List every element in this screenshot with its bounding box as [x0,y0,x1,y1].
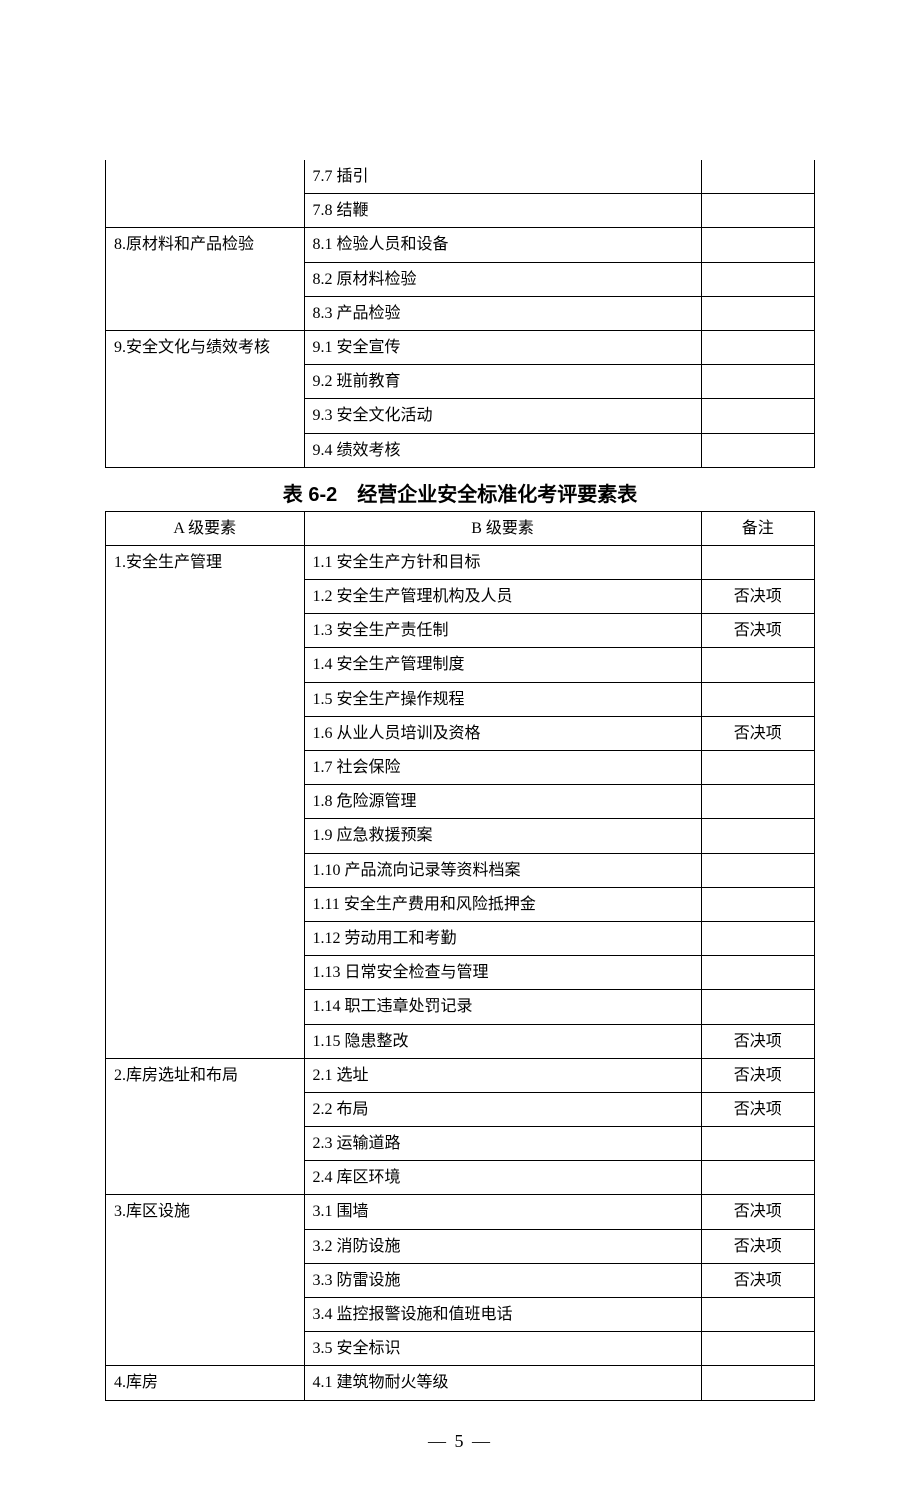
cell-c [701,399,814,433]
cell-b: 1.8 危险源管理 [304,785,701,819]
cell-c: 否决项 [701,1024,814,1058]
cell-b: 2.4 库区环境 [304,1161,701,1195]
cell-c [701,887,814,921]
cell-c: 否决项 [701,614,814,648]
cell-c [701,160,814,194]
cell-b: 1.15 隐患整改 [304,1024,701,1058]
table-row: 9.安全文化与绩效考核9.1 安全宣传 [106,330,815,364]
cell-b: 9.2 班前教育 [304,365,701,399]
cell-c: 否决项 [701,1263,814,1297]
table-2-title: 表 6-2 经营企业安全标准化考评要素表 [105,478,815,507]
cell-a [106,160,305,228]
cell-c [701,365,814,399]
cell-b: 3.4 监控报警设施和值班电话 [304,1298,701,1332]
table-1-continuation: 7.7 插引7.8 结鞭8.原材料和产品检验8.1 检验人员和设备8.2 原材料… [105,160,815,468]
cell-b: 8.1 检验人员和设备 [304,228,701,262]
table-header-row: A 级要素 B 级要素 备注 [106,511,815,545]
cell-a: 8.原材料和产品检验 [106,228,305,331]
cell-b: 1.5 安全生产操作规程 [304,682,701,716]
cell-c: 否决项 [701,1058,814,1092]
cell-b: 1.6 从业人员培训及资格 [304,716,701,750]
cell-c [701,1298,814,1332]
cell-b: 3.3 防雷设施 [304,1263,701,1297]
cell-b: 3.1 围墙 [304,1195,701,1229]
table-row: 1.安全生产管理1.1 安全生产方针和目标 [106,545,815,579]
cell-b: 7.8 结鞭 [304,194,701,228]
cell-c [701,819,814,853]
cell-b: 1.9 应急救援预案 [304,819,701,853]
cell-c [701,228,814,262]
cell-b: 8.3 产品检验 [304,296,701,330]
page-number: — 5 — [105,1431,815,1452]
cell-c [701,262,814,296]
table-row: 7.7 插引 [106,160,815,194]
cell-b: 7.7 插引 [304,160,701,194]
cell-a: 3.库区设施 [106,1195,305,1366]
cell-b: 1.1 安全生产方针和目标 [304,545,701,579]
cell-c [701,296,814,330]
cell-b: 1.12 劳动用工和考勤 [304,921,701,955]
cell-c: 否决项 [701,1092,814,1126]
cell-b: 8.2 原材料检验 [304,262,701,296]
table-row: 2.库房选址和布局2.1 选址否决项 [106,1058,815,1092]
cell-b: 2.3 运输道路 [304,1127,701,1161]
cell-b: 1.4 安全生产管理制度 [304,648,701,682]
cell-b: 2.2 布局 [304,1092,701,1126]
table-row: 3.库区设施3.1 围墙否决项 [106,1195,815,1229]
cell-c: 否决项 [701,1229,814,1263]
cell-c: 否决项 [701,1195,814,1229]
cell-b: 9.4 绩效考核 [304,433,701,467]
header-c: 备注 [701,511,814,545]
cell-a: 2.库房选址和布局 [106,1058,305,1195]
cell-b: 1.11 安全生产费用和风险抵押金 [304,887,701,921]
cell-a: 4.库房 [106,1366,305,1400]
cell-c [701,1127,814,1161]
cell-a: 1.安全生产管理 [106,545,305,1058]
cell-b: 3.5 安全标识 [304,1332,701,1366]
cell-c [701,956,814,990]
cell-c [701,751,814,785]
cell-b: 9.3 安全文化活动 [304,399,701,433]
cell-c [701,545,814,579]
table-2: A 级要素 B 级要素 备注 1.安全生产管理1.1 安全生产方针和目标1.2 … [105,511,815,1401]
cell-b: 9.1 安全宣传 [304,330,701,364]
cell-c [701,433,814,467]
cell-c [701,921,814,955]
table-row: 8.原材料和产品检验8.1 检验人员和设备 [106,228,815,262]
cell-a: 9.安全文化与绩效考核 [106,330,305,467]
cell-c [701,785,814,819]
header-a: A 级要素 [106,511,305,545]
cell-c: 否决项 [701,716,814,750]
cell-c [701,194,814,228]
header-b: B 级要素 [304,511,701,545]
cell-b: 1.14 职工违章处罚记录 [304,990,701,1024]
cell-b: 4.1 建筑物耐火等级 [304,1366,701,1400]
cell-c [701,1161,814,1195]
cell-c [701,853,814,887]
table-row: 4.库房4.1 建筑物耐火等级 [106,1366,815,1400]
cell-b: 1.7 社会保险 [304,751,701,785]
cell-c [701,1332,814,1366]
cell-b: 1.10 产品流向记录等资料档案 [304,853,701,887]
cell-b: 1.2 安全生产管理机构及人员 [304,580,701,614]
cell-c [701,648,814,682]
cell-c [701,682,814,716]
cell-c [701,330,814,364]
cell-b: 1.3 安全生产责任制 [304,614,701,648]
cell-c [701,1366,814,1400]
cell-c [701,990,814,1024]
cell-b: 1.13 日常安全检查与管理 [304,956,701,990]
cell-b: 3.2 消防设施 [304,1229,701,1263]
cell-c: 否决项 [701,580,814,614]
cell-b: 2.1 选址 [304,1058,701,1092]
